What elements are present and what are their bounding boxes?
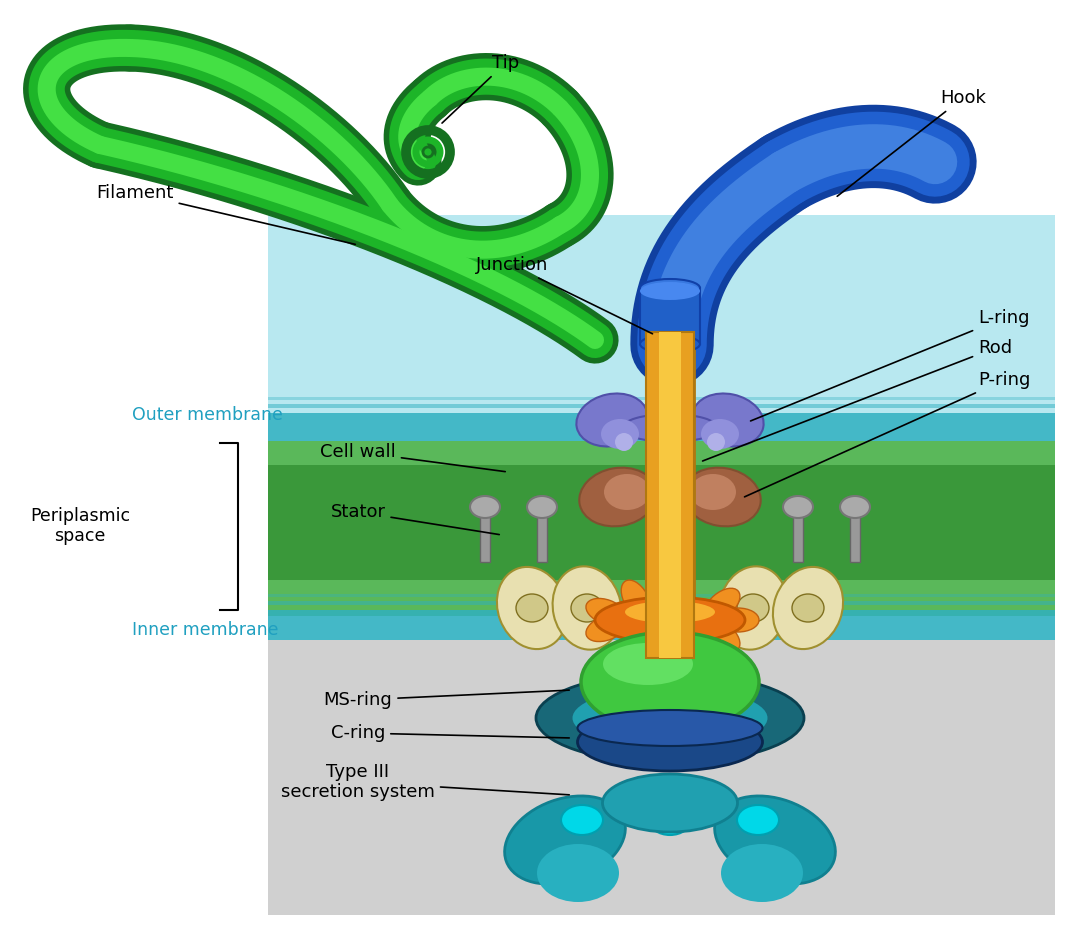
Ellipse shape (586, 598, 627, 625)
Ellipse shape (670, 623, 694, 665)
Ellipse shape (646, 421, 694, 435)
Ellipse shape (692, 393, 763, 447)
Ellipse shape (737, 805, 779, 835)
Ellipse shape (640, 279, 700, 297)
Text: Rod: Rod (703, 339, 1013, 461)
Text: L-ring: L-ring (750, 309, 1030, 421)
Text: Periplasmic
space: Periplasmic space (30, 507, 130, 546)
Ellipse shape (553, 566, 621, 650)
Ellipse shape (670, 576, 694, 617)
Text: Stator: Stator (330, 503, 499, 534)
Ellipse shape (704, 588, 740, 621)
Text: Tip: Tip (442, 54, 519, 123)
Text: Cell wall: Cell wall (320, 443, 505, 471)
Ellipse shape (603, 643, 693, 685)
Ellipse shape (497, 567, 568, 649)
Ellipse shape (622, 414, 718, 442)
Ellipse shape (470, 496, 500, 518)
Ellipse shape (536, 673, 804, 763)
Bar (268, 441, 1055, 616)
Circle shape (656, 611, 684, 639)
Ellipse shape (621, 580, 650, 619)
Ellipse shape (561, 805, 603, 835)
Bar (538, 510, 547, 562)
Circle shape (615, 433, 633, 451)
Ellipse shape (601, 419, 639, 449)
Text: Outer membrane: Outer membrane (132, 406, 283, 424)
Bar (268, 610, 1055, 640)
Bar (646, 332, 694, 658)
Ellipse shape (579, 468, 657, 527)
Bar (793, 510, 803, 562)
Text: P-ring: P-ring (745, 371, 1030, 497)
Ellipse shape (704, 619, 740, 652)
Bar (268, 601, 1055, 605)
Text: C-ring: C-ring (331, 724, 570, 742)
Ellipse shape (577, 713, 762, 771)
Bar (850, 510, 860, 562)
Ellipse shape (516, 594, 548, 622)
Text: Filament: Filament (97, 184, 356, 244)
Bar (640, 288, 700, 344)
Ellipse shape (577, 710, 762, 746)
Ellipse shape (792, 594, 825, 622)
Bar (646, 332, 694, 658)
Bar (268, 404, 1055, 408)
Ellipse shape (649, 805, 691, 835)
Ellipse shape (701, 419, 739, 449)
Ellipse shape (571, 594, 603, 622)
Ellipse shape (538, 844, 619, 902)
Ellipse shape (840, 496, 870, 518)
Text: Hook: Hook (837, 89, 986, 196)
Ellipse shape (604, 474, 650, 510)
Text: Inner membrane: Inner membrane (132, 621, 278, 639)
Ellipse shape (737, 594, 769, 622)
Ellipse shape (602, 774, 737, 832)
Text: Type III
secretion system: Type III secretion system (281, 762, 570, 801)
Ellipse shape (576, 393, 647, 447)
Ellipse shape (594, 597, 745, 643)
Ellipse shape (783, 496, 813, 518)
Bar (268, 594, 1055, 597)
Ellipse shape (640, 282, 700, 300)
Ellipse shape (625, 601, 715, 623)
Bar (659, 332, 680, 658)
Bar (268, 640, 1055, 915)
Text: Junction: Junction (476, 256, 653, 333)
Ellipse shape (640, 335, 700, 353)
Ellipse shape (504, 796, 626, 884)
Text: MS-ring: MS-ring (324, 690, 570, 709)
Bar (268, 215, 1055, 915)
Ellipse shape (684, 468, 761, 527)
Bar (659, 332, 680, 658)
Ellipse shape (573, 687, 768, 749)
Ellipse shape (773, 567, 843, 649)
Ellipse shape (580, 632, 759, 732)
Ellipse shape (717, 608, 759, 632)
Bar (268, 397, 1055, 400)
Ellipse shape (527, 496, 557, 518)
Bar (481, 510, 490, 562)
Ellipse shape (690, 474, 736, 510)
Ellipse shape (718, 566, 787, 650)
Ellipse shape (721, 844, 803, 902)
Ellipse shape (621, 622, 650, 660)
Circle shape (707, 433, 725, 451)
Bar (268, 413, 1055, 441)
Ellipse shape (586, 615, 627, 641)
Bar (268, 465, 1055, 580)
Ellipse shape (715, 796, 835, 884)
